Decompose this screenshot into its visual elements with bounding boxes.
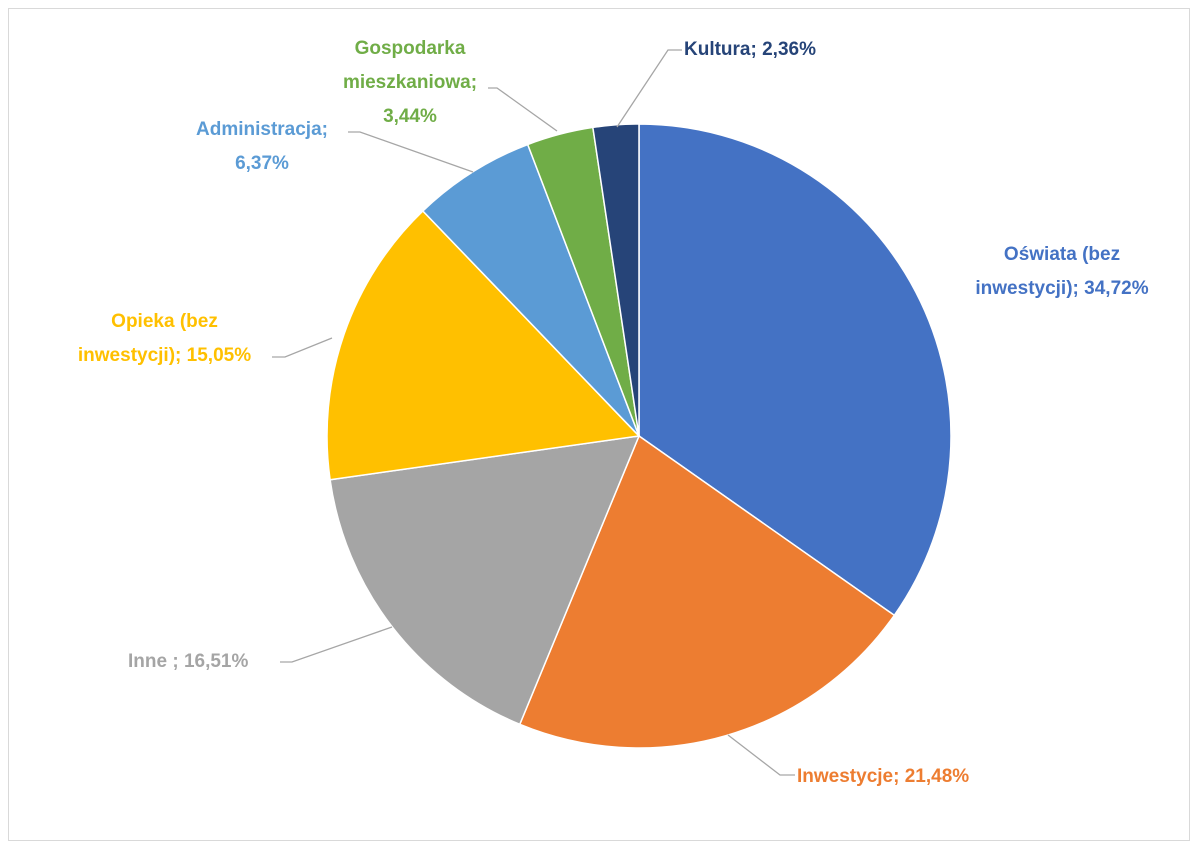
chart-frame [8,8,1190,841]
label-category: Administracja; [196,119,328,140]
leader-line [488,87,558,132]
label-category: Inwestycje; [797,766,900,787]
label-value: 3,44% [383,106,437,127]
pie-slice [518,434,896,749]
label-value: 2,36% [762,39,816,60]
pie-slice [421,143,640,437]
label-value: 15,05% [186,345,252,366]
label-value: 34,72% [1084,278,1149,299]
leader-line [727,734,795,776]
data-label: Oświata (bez inwestycji); 34,72% [962,238,1162,306]
leader-line [616,49,682,128]
label-value: 16,51% [183,651,249,672]
data-label: Kultura; 2,36% [684,33,884,67]
label-value: 6,37% [235,153,289,174]
leader-line [348,131,474,173]
data-label: Inne ; 16,51% [128,645,288,679]
pie-slice [329,435,641,726]
label-category: Inne ; [128,651,179,672]
data-label: Inwestycje; 21,48% [797,760,1057,794]
pie-slice [638,123,952,617]
label-category: Gospodarka mieszkaniowa; [342,38,478,93]
label-value: 21,48% [904,766,970,787]
pie-slice [592,123,640,437]
leader-line [272,337,333,358]
data-label: Opieka (bez inwestycji); 15,05% [62,305,267,373]
pie-slice [326,209,641,481]
data-label: Administracja; 6,37% [172,113,352,181]
label-category: Opieka (bez inwestycji); [77,311,218,366]
data-label: Gospodarka mieszkaniowa; 3,44% [320,32,500,134]
label-category: Oświata (bez inwestycji); [975,244,1121,299]
label-category: Kultura; [684,39,757,60]
leader-line [280,626,393,663]
